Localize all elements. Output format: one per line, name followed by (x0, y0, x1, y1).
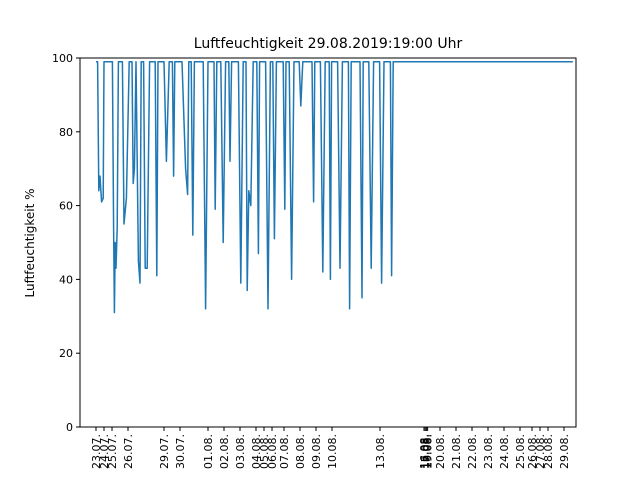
x-tick-label: 01.08. (202, 434, 215, 469)
x-tick-label: 26.07. (122, 434, 135, 469)
x-tick-label: 05.08. (258, 434, 271, 469)
y-tick-label: 60 (59, 200, 73, 213)
x-tick-label: 28.08. (542, 434, 555, 469)
x-tick-label: 16.08. (418, 434, 431, 469)
x-tick-label: 17.08. (419, 434, 432, 469)
x-tick-label: 21.08. (450, 434, 463, 469)
x-tick-label: 25.07. (106, 434, 119, 469)
x-axis: 23.07.24.07.25.07. 26.07. 29.07. 30.07. 01.0… (90, 427, 571, 469)
x-tick-label: 04.08. (250, 434, 263, 469)
x-tick-label: 23.07. (90, 434, 103, 469)
x-tick-label: 24.07. (98, 434, 111, 469)
y-tick-label: 100 (52, 52, 73, 65)
x-tick-label: 23.08. (482, 434, 495, 469)
y-tick-label: 0 (66, 421, 73, 434)
x-tick-label: 20.08. (434, 434, 447, 469)
x-tick-label: 19.08. (422, 434, 435, 469)
x-tick-label: 29.08. (558, 434, 571, 469)
x-tick-label: 26.08. (526, 434, 539, 469)
x-tick-label: 09.08. (310, 434, 323, 469)
y-axis-label: Luftfeuchtigkeit % (23, 188, 37, 297)
y-tick-label: 80 (59, 126, 73, 139)
x-tick-label: 30.07. (174, 434, 187, 469)
x-tick-label: 02.08. (218, 434, 231, 469)
y-tick-label: 40 (59, 273, 73, 286)
x-tick-label: 08.08. (294, 434, 307, 469)
y-tick-label: 20 (59, 347, 73, 360)
x-tick-label: 22.08. (466, 434, 479, 469)
x-tick-label: 07.08. (278, 434, 291, 469)
humidity-series-line (96, 60, 573, 314)
x-tick-label: 13.08. (374, 434, 387, 469)
x-tick-label: 25.08. (514, 434, 527, 469)
x-tick-label: 06.08. (266, 434, 279, 469)
x-tick-label: 24.08. (498, 434, 511, 469)
plot-area (96, 60, 573, 314)
x-tick-label: 27.08. (534, 434, 547, 469)
chart-title: Luftfeuchtigkeit 29.08.2019:19:00 Uhr (194, 36, 463, 52)
x-tick-label: 29.07. (158, 434, 171, 469)
x-tick-label: 18.08. (420, 434, 433, 469)
x-tick-label: 10.08. (326, 434, 339, 469)
y-axis: 0 20 40 60 80 100 (52, 52, 80, 434)
x-tick-label: 03.08. (234, 434, 247, 469)
plot-frame (79, 57, 577, 428)
